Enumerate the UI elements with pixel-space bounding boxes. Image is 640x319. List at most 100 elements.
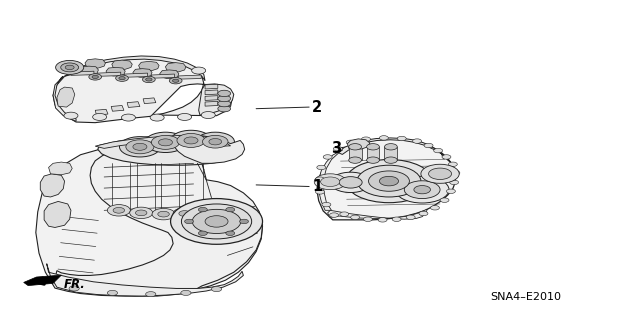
Circle shape: [119, 77, 125, 80]
Circle shape: [340, 212, 349, 216]
Circle shape: [346, 160, 433, 203]
Circle shape: [152, 135, 179, 149]
Circle shape: [330, 213, 339, 217]
Circle shape: [226, 231, 235, 235]
Circle shape: [196, 132, 234, 151]
Circle shape: [396, 176, 449, 203]
Circle shape: [152, 208, 175, 220]
Polygon shape: [95, 135, 230, 148]
Circle shape: [218, 100, 230, 107]
Circle shape: [108, 204, 131, 216]
Circle shape: [392, 217, 401, 221]
Circle shape: [198, 207, 207, 212]
Circle shape: [413, 139, 422, 143]
Polygon shape: [166, 63, 186, 72]
Circle shape: [150, 114, 164, 121]
Circle shape: [218, 106, 230, 112]
Circle shape: [64, 112, 78, 119]
Polygon shape: [178, 75, 201, 79]
Polygon shape: [44, 201, 71, 227]
Circle shape: [321, 177, 340, 187]
Circle shape: [92, 75, 99, 78]
Circle shape: [380, 176, 399, 186]
Polygon shape: [125, 73, 148, 77]
Text: SNA4–E2010: SNA4–E2010: [490, 292, 561, 302]
Polygon shape: [152, 74, 174, 78]
Circle shape: [404, 181, 440, 198]
Circle shape: [351, 215, 360, 219]
Circle shape: [367, 144, 380, 150]
Circle shape: [180, 290, 191, 295]
Polygon shape: [85, 59, 106, 68]
Circle shape: [323, 155, 332, 159]
Text: 3: 3: [331, 141, 341, 156]
Circle shape: [108, 290, 118, 295]
Circle shape: [120, 137, 161, 157]
Polygon shape: [348, 139, 370, 149]
Circle shape: [406, 215, 415, 219]
Circle shape: [424, 143, 433, 148]
Circle shape: [369, 171, 410, 191]
Circle shape: [159, 139, 173, 146]
Circle shape: [314, 174, 346, 190]
Circle shape: [133, 143, 147, 150]
Polygon shape: [79, 66, 99, 75]
Circle shape: [419, 211, 428, 216]
Circle shape: [385, 157, 397, 163]
Polygon shape: [112, 60, 132, 69]
Circle shape: [330, 172, 371, 193]
Circle shape: [450, 180, 459, 185]
Circle shape: [171, 130, 211, 151]
Circle shape: [322, 202, 331, 207]
Polygon shape: [328, 209, 428, 219]
Circle shape: [449, 162, 458, 167]
Circle shape: [56, 60, 84, 74]
Circle shape: [122, 114, 136, 121]
Circle shape: [357, 165, 421, 197]
Polygon shape: [98, 72, 121, 76]
Circle shape: [316, 177, 324, 182]
Circle shape: [421, 164, 460, 183]
Circle shape: [385, 144, 397, 150]
Circle shape: [64, 64, 78, 71]
Polygon shape: [133, 69, 152, 77]
Polygon shape: [319, 150, 342, 210]
Circle shape: [218, 90, 230, 97]
Circle shape: [158, 211, 170, 217]
Circle shape: [380, 136, 388, 140]
Polygon shape: [57, 87, 75, 107]
Polygon shape: [198, 84, 234, 115]
Circle shape: [447, 189, 456, 194]
Circle shape: [346, 140, 355, 145]
Circle shape: [146, 78, 152, 81]
Circle shape: [130, 207, 153, 219]
Circle shape: [451, 171, 460, 175]
Circle shape: [205, 216, 228, 227]
Circle shape: [179, 211, 190, 216]
Circle shape: [414, 186, 431, 194]
Circle shape: [440, 198, 449, 202]
Circle shape: [378, 218, 387, 222]
Polygon shape: [24, 275, 61, 286]
Circle shape: [177, 133, 205, 147]
Circle shape: [239, 219, 248, 224]
Circle shape: [173, 79, 179, 82]
Circle shape: [442, 155, 451, 159]
Polygon shape: [317, 139, 456, 220]
Circle shape: [146, 292, 156, 297]
Circle shape: [170, 78, 182, 84]
Text: FR.: FR.: [63, 278, 85, 291]
Circle shape: [349, 144, 362, 150]
Circle shape: [209, 138, 221, 145]
Text: 2: 2: [312, 100, 323, 115]
Circle shape: [218, 95, 230, 102]
Circle shape: [211, 286, 221, 292]
Polygon shape: [143, 98, 156, 104]
Circle shape: [192, 209, 241, 234]
Circle shape: [349, 157, 362, 163]
Text: 1: 1: [312, 179, 323, 194]
Circle shape: [184, 219, 193, 224]
Circle shape: [181, 204, 252, 239]
Circle shape: [113, 207, 125, 213]
Circle shape: [226, 207, 235, 212]
